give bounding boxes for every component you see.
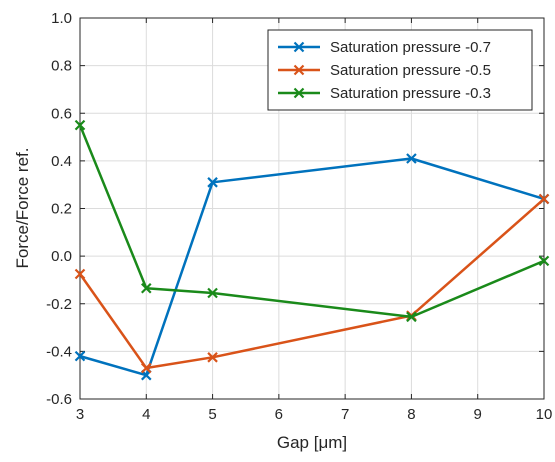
y-tick-label: 0.4 <box>51 153 72 170</box>
y-tick-label: 0.0 <box>51 248 72 265</box>
x-tick-label: 9 <box>474 406 482 423</box>
legend-label: Saturation pressure -0.7 <box>330 39 491 56</box>
x-tick-label: 6 <box>275 406 283 423</box>
x-tick-label: 7 <box>341 406 349 423</box>
legend: Saturation pressure -0.7 Saturation press… <box>268 30 532 110</box>
x-tick-label: 5 <box>208 406 216 423</box>
x-tick-label: 4 <box>142 406 150 423</box>
y-axis-label: Force/Force ref. <box>13 148 32 269</box>
y-tick-label: -0.6 <box>46 391 72 408</box>
y-tick-label: -0.4 <box>46 343 72 360</box>
legend-label: Saturation pressure -0.5 <box>330 62 491 79</box>
x-tick-label: 8 <box>407 406 415 423</box>
y-tick-label: 0.6 <box>51 105 72 122</box>
x-tick-label: 10 <box>536 406 553 423</box>
x-tick-label: 3 <box>76 406 84 423</box>
y-tick-label: -0.2 <box>46 296 72 313</box>
y-tick-label: 0.2 <box>51 201 72 218</box>
y-tick-label: 0.8 <box>51 58 72 75</box>
x-axis-label: Gap [μm] <box>277 433 347 452</box>
y-tick-label: 1.0 <box>51 10 72 27</box>
legend-label: Saturation pressure -0.3 <box>330 85 491 102</box>
